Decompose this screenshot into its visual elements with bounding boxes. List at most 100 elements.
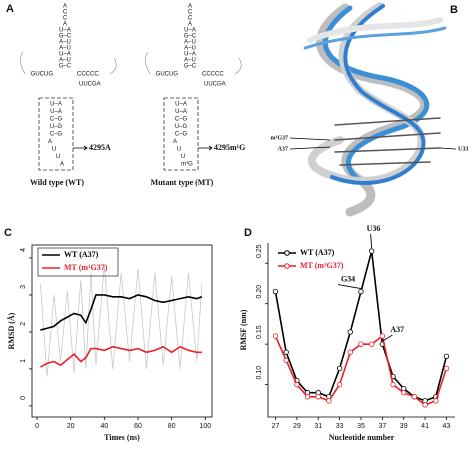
- caption: Wild type (WT): [30, 178, 84, 187]
- point: [283, 357, 289, 364]
- legend-label: MT (m¹G37): [64, 263, 108, 272]
- nucleotide: A: [60, 162, 64, 168]
- residue-label: U33: [458, 146, 468, 152]
- point: [422, 402, 428, 408]
- axes: [267, 243, 455, 418]
- nucleotide: U: [56, 154, 60, 160]
- nucleotide: C–G: [175, 132, 188, 138]
- nucleotide: A–U: [184, 58, 196, 64]
- t-loop: UUCGA: [79, 82, 101, 88]
- d-arm: GUCUG: [31, 72, 54, 78]
- legend-label: WT (A37): [64, 250, 99, 259]
- x-tick-label: 0: [35, 423, 39, 430]
- d-arm: GUCUG: [156, 72, 179, 78]
- nucleotide: A–U: [59, 58, 71, 64]
- nucleotide: C–G: [50, 117, 63, 123]
- point: [443, 353, 450, 360]
- y-tick-label: 3: [20, 285, 27, 289]
- x-tick-label: 100: [199, 423, 211, 430]
- loop: [145, 51, 242, 75]
- nucleotide: U: [52, 147, 56, 153]
- x-tick-label: 29: [293, 423, 301, 430]
- arrow: [73, 145, 88, 151]
- x-tick-label: 33: [336, 423, 344, 430]
- x-tick-label: 60: [134, 423, 142, 430]
- series-line: [274, 250, 448, 402]
- y-tick-label: 0.25: [256, 244, 263, 258]
- site-label: 4295A: [89, 143, 111, 152]
- nucleotide: U–A: [50, 102, 62, 108]
- nucleotide: U–G: [175, 124, 188, 130]
- t-arm: CCCCC: [202, 72, 224, 78]
- legend-marker: [284, 263, 290, 269]
- nucleotide: C: [63, 10, 68, 16]
- point: [368, 248, 375, 254]
- nucleotide: U–A: [175, 102, 187, 108]
- nucleotide: G–C: [184, 64, 197, 70]
- x-tick-label: 20: [67, 423, 75, 430]
- nucleotide: U: [177, 147, 181, 153]
- loop: [20, 51, 117, 75]
- nucleotide: G–C: [59, 64, 72, 70]
- x-tick-label: 35: [357, 423, 365, 430]
- site-box: [38, 97, 74, 171]
- point: [433, 398, 439, 404]
- x-tick-label: 43: [443, 423, 451, 430]
- nucleotide: A: [63, 4, 67, 10]
- site-box: [163, 97, 199, 171]
- panel-letter: D: [244, 227, 252, 239]
- point: [272, 333, 279, 339]
- y-tick-label: 0: [20, 396, 27, 400]
- ribbon: [303, 2, 447, 217]
- nucleotide: C–G: [175, 117, 188, 123]
- nucleotide: A: [48, 139, 52, 145]
- nucleotide: C: [63, 16, 68, 22]
- point: [368, 341, 375, 347]
- x-tick-label: 37: [378, 423, 386, 430]
- nucleotide: C: [188, 10, 193, 16]
- nucleotide: A: [173, 139, 177, 145]
- series-line: [40, 345, 202, 368]
- annotation-arrow: [370, 234, 373, 249]
- annotation-arrow: [337, 284, 362, 290]
- point: [390, 381, 396, 388]
- legend-label: WT (A37): [300, 248, 335, 257]
- nucleotide: A–U: [184, 46, 196, 52]
- nucleotide: A–U: [59, 46, 71, 52]
- nucleotide: U–A: [59, 52, 71, 58]
- nucleotide: U–A: [184, 52, 196, 58]
- nucleotide: U–A: [184, 28, 196, 34]
- annotation: G34: [341, 274, 355, 283]
- t-arm: CCCCC: [77, 72, 99, 78]
- panel-letter: B: [450, 4, 458, 16]
- annotation: A37: [390, 325, 404, 334]
- point: [272, 288, 279, 295]
- point: [283, 349, 289, 355]
- y-tick-label: 4: [20, 248, 27, 252]
- x-tick-label: 80: [168, 423, 176, 430]
- y-tick-label: 0.15: [256, 325, 263, 339]
- y-axis-label: RMSD (Å): [7, 312, 16, 349]
- legend-label: MT (m¹G37): [300, 261, 344, 270]
- nucleotide: U: [181, 154, 185, 160]
- nucleotide: A: [188, 22, 192, 28]
- y-tick-label: 2: [20, 322, 27, 326]
- t-loop: UUCGA: [204, 82, 226, 88]
- nucleotide: A: [63, 22, 67, 28]
- point: [336, 365, 343, 372]
- nucleotide: U–G: [50, 124, 63, 130]
- nucleotide: U–A: [50, 109, 62, 115]
- annotation-arrow: [382, 334, 393, 342]
- nucleotide: G–C: [59, 34, 72, 40]
- point: [315, 394, 321, 400]
- y-axis-label: RMSF (nm): [239, 309, 248, 350]
- y-tick-label: 1: [20, 359, 27, 363]
- y-tick-label: 0.10: [256, 366, 263, 380]
- nucleotide: C–G: [50, 132, 63, 138]
- caption: Mutant type (MT): [151, 178, 214, 187]
- site-label: 4295m¹G: [214, 143, 245, 152]
- point: [326, 398, 332, 404]
- series-line: [40, 265, 203, 377]
- y-tick-label: 0.20: [256, 285, 263, 299]
